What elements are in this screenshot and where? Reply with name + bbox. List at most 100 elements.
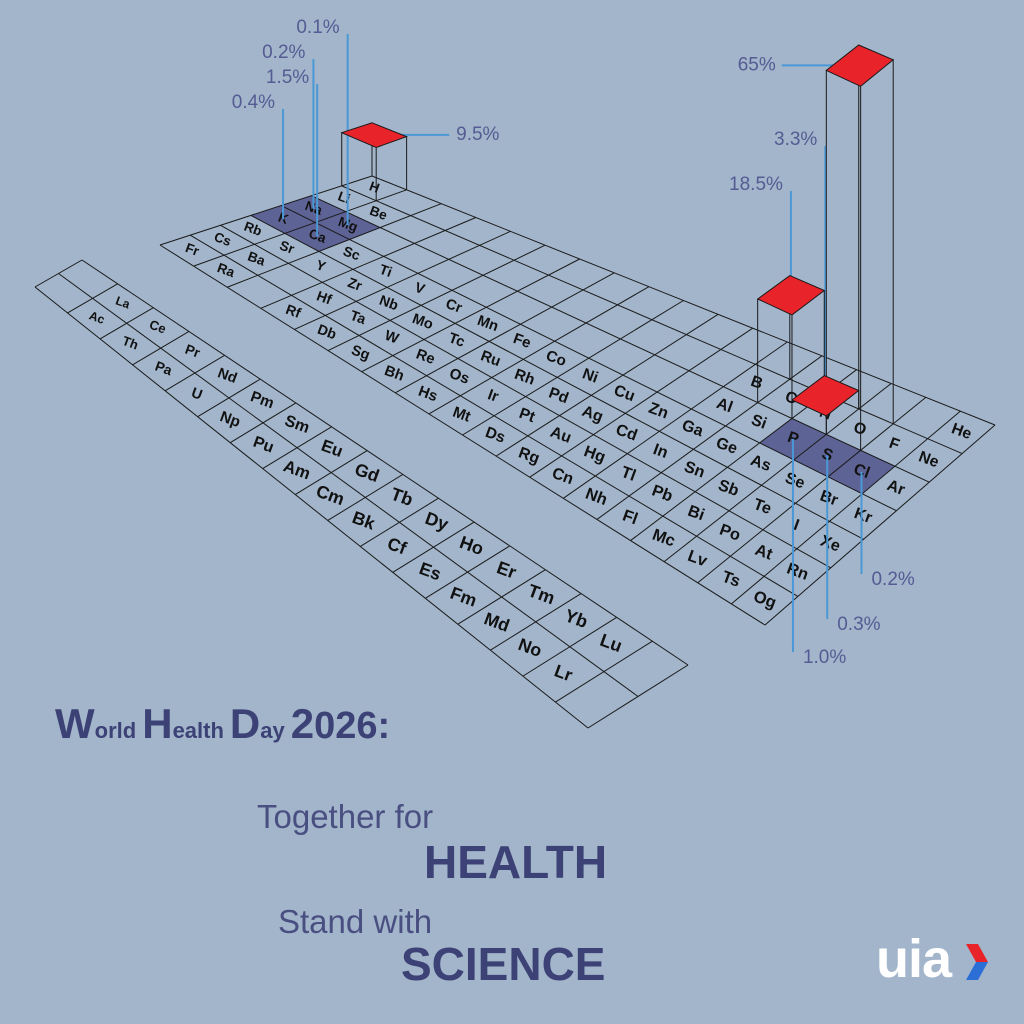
element-symbol: Mo: [410, 311, 435, 333]
element-symbol: Zr: [346, 274, 365, 294]
element-symbol: Hs: [416, 383, 440, 406]
element-symbol: Au: [548, 424, 574, 447]
percent-label: 65%: [738, 54, 776, 75]
element-symbol: Sc: [341, 243, 362, 263]
element-symbol: Tl: [619, 463, 639, 485]
element-symbol: Sb: [716, 476, 742, 500]
title: World Health Day 2026:: [55, 700, 396, 748]
element-symbol: Sm: [282, 412, 312, 437]
element-symbol: Pu: [251, 433, 276, 457]
element-symbol: Cd: [613, 420, 639, 444]
element-symbol: Pt: [517, 405, 537, 426]
element-symbol: Pd: [546, 384, 570, 407]
element-symbol: Kr: [852, 505, 875, 527]
f-block-grid-line: [555, 640, 653, 703]
element-symbol: He: [949, 420, 974, 443]
element-symbol: Cs: [212, 229, 233, 249]
element-symbol: Tc: [446, 330, 467, 351]
tower-top: [756, 275, 826, 316]
main-grid-line: [327, 244, 546, 352]
main-grid-line: [697, 396, 927, 584]
element-symbol: Cr: [443, 296, 464, 317]
f-block-grid-line: [327, 473, 404, 521]
percent-label: 1.5%: [266, 67, 309, 88]
element-symbol: Mt: [450, 404, 472, 426]
highlight-cell: [281, 195, 346, 223]
element-symbol: Ta: [348, 308, 368, 328]
element-symbol: Np: [218, 408, 243, 431]
element-symbol: O: [851, 419, 868, 439]
main-grid-line: [563, 341, 788, 499]
tower-top: [340, 122, 409, 149]
element-symbol: B: [748, 373, 765, 393]
f-block-grid-line: [229, 402, 297, 444]
element-symbol: Hg: [582, 442, 608, 466]
slogan-emphasis: SCIENCE: [401, 938, 606, 990]
element-symbol: Db: [315, 322, 339, 344]
f-block-grid-line: [587, 664, 689, 729]
element-symbol: Mc: [650, 526, 678, 551]
element-symbol: Hf: [315, 287, 335, 307]
element-symbol: Lv: [685, 547, 710, 571]
slogan-emphasis: HEALTH: [424, 836, 608, 888]
element-symbol: Ni: [580, 365, 600, 386]
f-block-grid-line: [132, 331, 190, 366]
element-symbol: Al: [714, 395, 735, 416]
element-symbol: Fe: [511, 330, 533, 352]
percent-label: 0.4%: [232, 92, 275, 113]
element-symbol: Es: [417, 558, 444, 584]
element-symbol: Cu: [611, 382, 637, 405]
element-symbol: Lu: [597, 630, 625, 656]
main-grid-line: [395, 272, 615, 394]
element-symbol: Sr: [278, 238, 297, 257]
element-symbol: Se: [783, 470, 807, 493]
percent-label: 18.5%: [729, 174, 783, 195]
slogan-line: Stand with: [278, 903, 433, 940]
element-symbol: Ag: [580, 403, 606, 426]
element-symbol: Br: [818, 488, 841, 510]
element-symbol: Fr: [183, 240, 201, 259]
element-symbol: I: [791, 516, 801, 534]
element-symbol: Am: [281, 456, 313, 483]
element-symbol: Os: [447, 365, 472, 388]
element-symbol: Ac: [87, 308, 107, 327]
element-symbol: Po: [717, 521, 743, 545]
f-block-grid-line: [58, 273, 639, 697]
f-block-grid-line: [197, 378, 261, 418]
element-symbol: Sn: [682, 458, 708, 482]
element-symbol: Rb: [242, 219, 264, 239]
element-symbol: Fm: [448, 583, 480, 611]
element-symbol: Mn: [475, 313, 500, 335]
element-symbol: Tm: [525, 580, 557, 608]
element-symbol: Re: [414, 346, 437, 367]
f-block-grid-line: [457, 569, 546, 625]
element-symbol: W: [382, 328, 401, 348]
element-symbol: Cn: [550, 464, 576, 488]
tower-top: [791, 375, 860, 417]
element-symbol: F: [887, 435, 902, 454]
element-symbol: Rg: [516, 444, 542, 467]
element-symbol: Cl: [851, 461, 872, 482]
element-symbol: Tb: [388, 484, 416, 510]
element-symbol: V: [412, 280, 427, 298]
element-symbol: Bi: [685, 502, 706, 524]
main-grid-line: [462, 300, 684, 436]
f-block-grid-line: [99, 307, 154, 340]
element-symbol: Si: [749, 412, 769, 433]
f-block-grid-line: [34, 259, 83, 288]
highlight-cell: [315, 211, 381, 240]
main-grid-line: [529, 327, 754, 478]
element-symbol: Pr: [183, 342, 202, 361]
title-year: 2026:: [290, 700, 391, 747]
element-symbol: Ga: [680, 417, 706, 440]
f-block-grid-line: [490, 593, 582, 651]
element-symbol: Sg: [349, 342, 372, 363]
f-block-grid-line: [34, 286, 589, 729]
element-symbol: Og: [751, 587, 779, 612]
element-symbol: Co: [544, 347, 569, 370]
element-symbol: Ds: [483, 424, 507, 447]
slogan-line: Together for: [257, 798, 434, 835]
f-block-grid-line: [392, 521, 475, 573]
f-block-grid-line: [81, 259, 689, 666]
element-symbol: Ti: [377, 261, 394, 280]
